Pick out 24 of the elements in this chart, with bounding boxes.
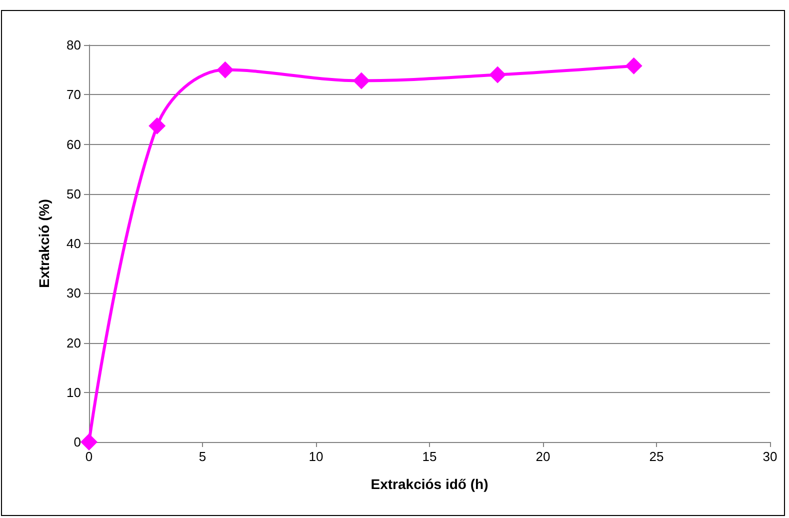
y-tick-label: 40 xyxy=(66,236,81,251)
y-tick-label: 0 xyxy=(74,434,81,450)
x-axis-title: Extrakciós idő (h) xyxy=(370,476,488,492)
x-tick-label: 30 xyxy=(762,449,778,464)
y-axis-title: Extrakció (%) xyxy=(36,199,52,288)
point xyxy=(80,434,98,450)
x-tick-label: 10 xyxy=(308,449,324,464)
x-tick-label: 15 xyxy=(422,449,437,464)
y-tick-label: 10 xyxy=(66,384,81,400)
point xyxy=(148,117,166,134)
y-tick-label: 50 xyxy=(66,186,81,202)
y-tick-label: 30 xyxy=(66,286,81,301)
y-tick-label: 60 xyxy=(66,136,81,152)
y-tick-label: 80 xyxy=(66,38,81,52)
x-tick-label: 25 xyxy=(649,449,664,464)
y-tick-label: 20 xyxy=(66,335,81,350)
point xyxy=(352,72,370,90)
point xyxy=(216,61,234,78)
x-tick-label: 5 xyxy=(198,449,206,464)
x-tick-label: 20 xyxy=(536,449,550,464)
y-tick-label: 70 xyxy=(66,87,81,102)
point xyxy=(489,66,506,84)
x-tick-label: 0 xyxy=(85,449,93,464)
point xyxy=(625,57,642,74)
